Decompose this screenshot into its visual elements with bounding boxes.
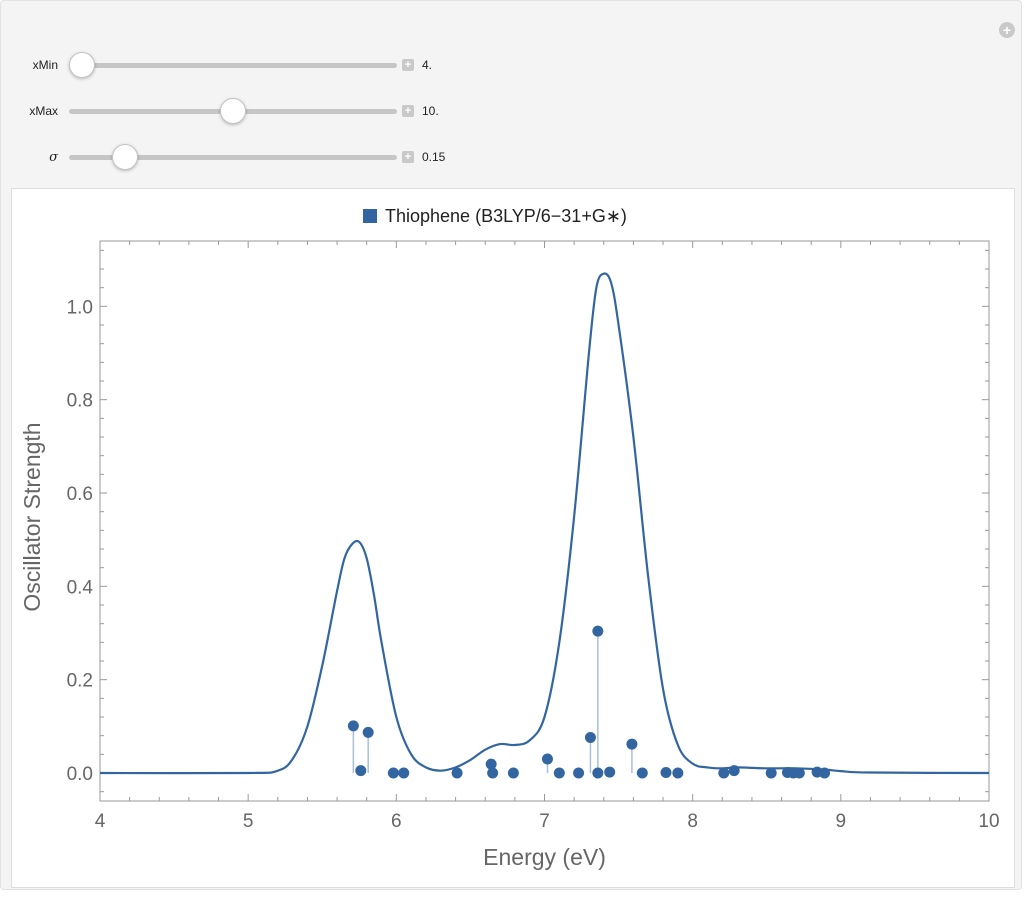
spectrum-curve [99,272,990,775]
sigma-plus-icon[interactable]: + [402,151,414,163]
transition-point [541,753,553,765]
x-tick-label: 6 [391,811,402,832]
transition-point [451,767,463,779]
xmax-label: xMax [29,104,58,118]
y-tick-label: 0.4 [67,577,94,598]
x-tick-label: 5 [243,811,254,832]
y-tick-label: 0.8 [67,391,93,412]
transition-point [355,765,367,777]
xmax-slider-thumb[interactable] [220,98,246,124]
sigma-label: σ [49,150,58,165]
x-tick-label: 10 [978,811,999,832]
xmin-plus-icon[interactable]: + [402,59,414,71]
transition-point [507,767,519,779]
transition-point [362,726,374,738]
transition-point [398,767,410,779]
x-tick-label: 7 [539,811,550,832]
xmin-slider-track[interactable] [69,63,397,68]
y-axis-label: Oscillator Strength [19,422,45,611]
y-tick-label: 1.0 [67,297,93,318]
transition-point [592,767,604,779]
transition-point [485,758,497,770]
x-tick-label: 9 [836,811,847,832]
transition-point [553,767,565,779]
xmax-control: xMax + 10. [1,97,501,125]
transition-point [387,767,399,779]
y-tick-label: 0.2 [67,671,93,692]
xmax-plus-icon[interactable]: + [402,105,414,117]
y-tick-label: 0.0 [67,764,93,785]
xmin-control: xMin + 4. [1,51,501,79]
transition-point [636,767,648,779]
xmin-slider-thumb[interactable] [69,52,96,78]
transition-point [660,767,672,779]
xmax-value: 10. [422,104,439,118]
transition-point [626,738,638,750]
transition-point [793,767,805,779]
plot-area: 4 5 6 7 8 9 10 0.0 0.2 0.4 0.6 0.8 1.0 Energy (eV) Osc… [11,188,1015,888]
spectrum-chart: 4 5 6 7 8 9 10 0.0 0.2 0.4 0.6 0.8 1.0 Energy (eV) Osc… [19,206,1000,870]
transition-point [765,767,777,779]
sigma-value: 0.15 [422,150,446,164]
x-axis-label: Energy (eV) [483,844,606,870]
options-plus-icon[interactable]: + [999,22,1015,38]
transition-point [718,767,730,779]
legend-swatch [363,209,377,223]
transition-point [487,767,499,779]
transition-point [672,767,684,779]
sigma-control: σ + 0.15 [1,143,501,171]
transition-point [584,732,596,744]
transition-point [347,720,359,732]
xmin-label: xMin [32,58,58,72]
transition-point [573,767,585,779]
transition-point [604,766,616,778]
sigma-slider-track[interactable] [69,155,397,160]
y-tick-label: 0.6 [67,484,93,505]
x-tick-label: 4 [95,811,106,832]
legend-label: Thiophene (B3LYP/6−31+G∗) [385,206,627,226]
sigma-slider-thumb[interactable] [111,144,138,170]
xmin-value: 4. [422,58,433,72]
x-tick-label: 8 [687,811,698,832]
transition-point [592,625,604,637]
